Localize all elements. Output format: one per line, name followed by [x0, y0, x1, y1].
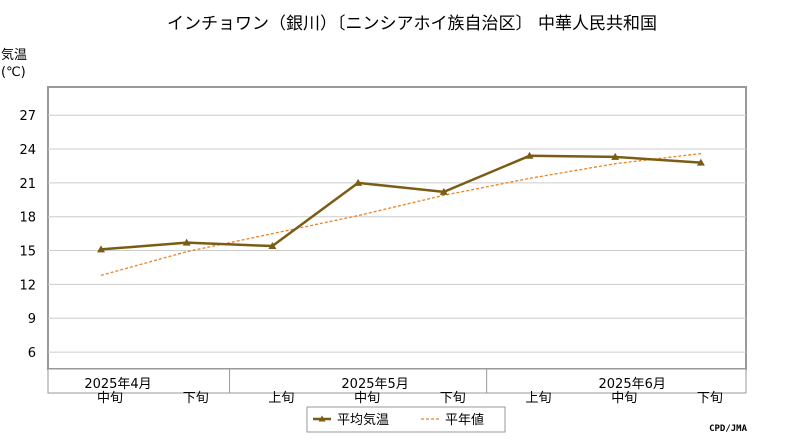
month-separators [229, 369, 488, 393]
x-tick-label: 下旬 [697, 391, 723, 406]
y-tick-label: 21 [19, 177, 36, 192]
data-point-avg [696, 158, 705, 166]
x-tick-label: 中旬 [97, 391, 123, 406]
x-tick-label: 下旬 [183, 391, 209, 406]
y-tick-label: 12 [19, 278, 36, 293]
x-month-label: 2025年5月 [341, 377, 408, 392]
series-line-avg [100, 154, 701, 251]
chart-title: インチョワン（銀川）〔ニンシアホイ族自治区〕 中華人民共和国 [167, 14, 657, 34]
legend-marker-avg [318, 415, 326, 422]
x-month-label: 2025年4月 [84, 377, 151, 392]
y-tick-label: 24 [19, 143, 36, 158]
data-point-avg [439, 187, 448, 195]
y-axis-label: 気温 [1, 47, 27, 63]
y-tick-label: 18 [19, 211, 36, 226]
plot-area [47, 86, 747, 370]
y-axis-unit: (℃) [1, 65, 26, 80]
legend: 平均気温 平年値 [306, 406, 506, 433]
data-point-avg [182, 238, 191, 246]
credit-text: CPD/JMA [709, 424, 748, 434]
legend-box [306, 406, 506, 433]
y-tick-label: 9 [28, 312, 36, 327]
x-tick-label: 中旬 [354, 391, 380, 406]
legend-label-avg: 平均気温 [337, 412, 389, 428]
data-point-avg [611, 152, 620, 160]
y-tick-label: 27 [19, 109, 36, 124]
y-tick-label: 15 [19, 245, 36, 260]
legend-label-normal: 平年値 [445, 412, 484, 428]
x-tick-label: 下旬 [440, 391, 466, 406]
series-line-normal [100, 152, 701, 277]
x-tick-label: 中旬 [611, 391, 637, 406]
x-axis-band [47, 368, 747, 394]
y-tick-label: 6 [28, 346, 36, 361]
data-point-avg [268, 242, 277, 250]
x-tick-label: 上旬 [525, 391, 551, 406]
x-tick-label: 上旬 [268, 391, 294, 406]
grid-lines [48, 114, 746, 353]
series-layer [97, 151, 705, 277]
x-month-label: 2025年6月 [599, 377, 666, 392]
data-point-avg [97, 245, 105, 253]
data-point-avg [354, 178, 363, 186]
y-axis-ticks: 6 9 12 15 18 21 24 27 [19, 109, 36, 361]
data-point-avg [525, 151, 534, 159]
